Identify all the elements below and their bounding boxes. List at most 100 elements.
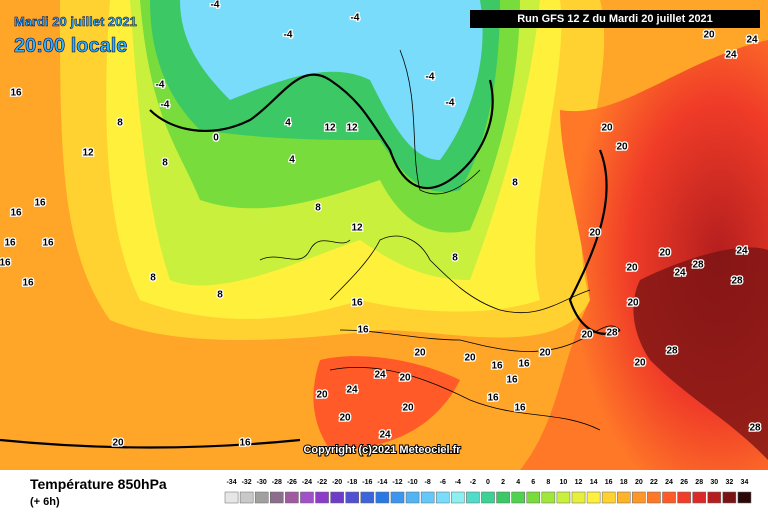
scale-swatch [541, 491, 556, 504]
scale-swatch [451, 491, 465, 504]
scale-label: -12 [392, 479, 402, 486]
scale-swatch [481, 491, 495, 504]
contour-label: -4 [284, 30, 293, 41]
contour-label: 4 [289, 155, 295, 166]
scale-swatch [466, 491, 480, 504]
scale-label: -28 [272, 479, 282, 486]
scale-label: -14 [377, 479, 387, 486]
contour-label: 28 [666, 346, 678, 357]
contour-label: -4 [161, 100, 170, 111]
contour-label: 16 [10, 88, 22, 99]
scale-label: -16 [362, 479, 372, 486]
field-cold [180, 0, 483, 160]
contour-label: 16 [491, 361, 503, 372]
contour-label: 20 [581, 330, 593, 341]
scale-label: 12 [575, 479, 583, 486]
scale-label: 0 [486, 479, 490, 486]
contour-label: 20 [464, 353, 476, 364]
scale-swatch [375, 491, 390, 504]
scale-swatch [390, 491, 405, 504]
scale-swatch [330, 491, 344, 504]
contour-label: 16 [10, 208, 22, 219]
contour-label: 16 [34, 198, 46, 209]
scale-label: 10 [560, 479, 568, 486]
contour-label: 16 [22, 278, 34, 289]
contour-label: -4 [211, 0, 220, 11]
scale-swatch [677, 491, 691, 504]
scale-swatch [254, 491, 269, 504]
contour-label: 12 [324, 123, 336, 134]
contour-label: 16 [506, 375, 518, 386]
contour-label: 20 [402, 403, 414, 414]
scale-label: 28 [695, 479, 703, 486]
scale-swatch [647, 491, 661, 504]
scale-label: 34 [741, 479, 749, 486]
scale-label: -2 [470, 479, 476, 486]
scale-label: -8 [425, 479, 431, 486]
contour-label: 24 [379, 430, 391, 441]
scale-label: -10 [408, 479, 418, 486]
scale-label: 16 [605, 479, 613, 486]
color-scale: -34 -32 -30 -28 -26 -24 -22 -20 -18 -16 -14 -12 -10-… [224, 479, 752, 504]
scale-label: -32 [242, 479, 252, 486]
scale-label: -4 [455, 479, 461, 486]
contour-label: 0 [213, 133, 219, 144]
contour-label: -4 [156, 80, 165, 91]
scale-label: 18 [620, 479, 628, 486]
contour-label: 8 [162, 158, 168, 169]
contour-label: 12 [82, 148, 94, 159]
scale-label: -26 [287, 479, 297, 486]
contour-label: 20 [626, 263, 638, 274]
contour-label: -4 [426, 72, 435, 83]
scale-swatch [496, 491, 510, 504]
contour-label: 20 [659, 248, 671, 259]
contour-label: -4 [351, 13, 360, 24]
contour-label: 20 [589, 228, 601, 239]
contour-label: 24 [674, 268, 686, 279]
scale-label: -22 [317, 479, 327, 486]
contour-label: 16 [514, 403, 526, 414]
footer-band [0, 470, 768, 512]
scale-swatch [239, 491, 254, 504]
contour-label: 16 [42, 238, 54, 249]
contour-label: 28 [692, 260, 704, 271]
contour-label: 12 [346, 123, 358, 134]
scale-swatch [556, 491, 571, 504]
contour-label: 24 [736, 246, 748, 257]
scale-label: -24 [302, 479, 312, 486]
contour-label: 20 [616, 142, 628, 153]
contour-label: 28 [606, 328, 618, 339]
coastlines [259, 49, 621, 431]
contour-label: 20 [634, 358, 646, 369]
contour-label: 24 [725, 50, 737, 61]
scale-swatch [345, 491, 360, 504]
contour-label: 4 [285, 118, 291, 129]
scale-swatch [586, 491, 601, 504]
scale-swatch [315, 491, 329, 504]
scale-label: 20 [635, 479, 643, 486]
contour-label: 20 [112, 438, 124, 449]
contour-label: 20 [601, 123, 613, 134]
scale-label: -20 [332, 479, 342, 486]
contour-label: 28 [749, 423, 761, 434]
scale-swatch [722, 491, 737, 504]
scale-swatch [616, 491, 631, 504]
scale-label: 8 [546, 479, 550, 486]
scale-label: -34 [226, 479, 236, 486]
scale-swatch [420, 491, 435, 504]
run-banner [470, 10, 760, 28]
scale-swatch [300, 491, 314, 504]
scale-label: -6 [440, 479, 446, 486]
contour-0 [0, 73, 621, 449]
scale-swatch [511, 491, 525, 504]
scale-swatch [692, 491, 706, 504]
scale-label: 30 [710, 479, 718, 486]
scale-swatch [707, 491, 722, 504]
scale-swatch [526, 491, 541, 504]
contour-label: 24 [374, 370, 386, 381]
scale-label: 14 [590, 479, 598, 486]
contour-label: 8 [512, 178, 518, 189]
scale-swatch [601, 491, 616, 504]
